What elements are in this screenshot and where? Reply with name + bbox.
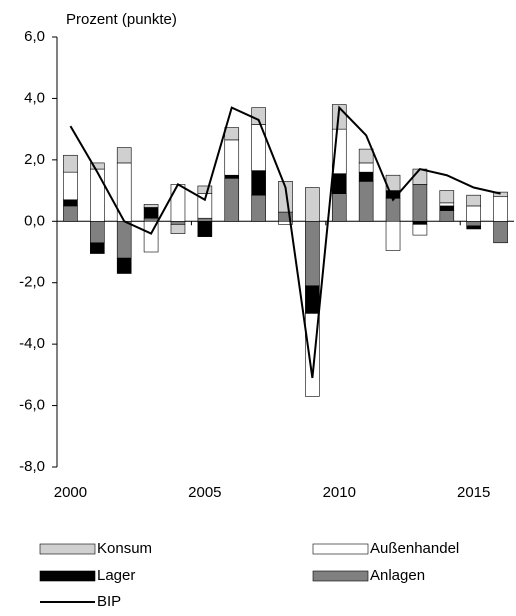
bar-segment	[466, 205, 481, 222]
bar-segment	[358, 171, 374, 182]
bar-segment	[63, 171, 78, 201]
legend-swatch	[39, 570, 96, 582]
bar-segment	[170, 224, 186, 234]
bar-segment	[90, 162, 105, 170]
y-axis-label: Prozent (punkte)	[66, 11, 177, 28]
y-tick-label: 0,0	[24, 212, 45, 229]
y-tick-label: -8,0	[19, 458, 45, 475]
bar-segment	[278, 181, 293, 213]
bar-segment	[331, 173, 347, 194]
bar-segment	[170, 184, 186, 222]
legend-label: Außenhandel	[370, 540, 459, 557]
bar-segment	[197, 185, 213, 194]
bar-segment	[90, 242, 105, 254]
legend-label: Lager	[97, 567, 135, 584]
bar-segment	[412, 184, 428, 222]
bar-segment	[90, 168, 105, 222]
bar-segment	[63, 154, 78, 173]
bar-segment	[412, 224, 428, 236]
bar-segment	[466, 194, 481, 207]
bar-segment	[116, 220, 132, 259]
bar-segment	[439, 190, 455, 204]
y-tick-label: -2,0	[19, 274, 45, 291]
bar-segment	[197, 220, 213, 237]
bar-segment	[197, 217, 213, 222]
bar-segment	[251, 170, 266, 196]
bar-segment	[170, 220, 186, 225]
bar-segment	[331, 193, 347, 222]
bar-segment	[358, 148, 374, 164]
bar-segment	[358, 162, 374, 173]
y-tick-label: 2,0	[24, 151, 45, 168]
bar-segment	[305, 220, 320, 287]
bar-segment	[63, 205, 78, 222]
bar-segment	[412, 168, 428, 185]
legend-swatch	[312, 570, 369, 582]
bar-segment	[224, 174, 240, 179]
x-tick-label: 2000	[54, 484, 87, 501]
bar-segment	[493, 220, 508, 244]
legend-swatch	[312, 543, 369, 555]
bar-segment	[278, 220, 293, 225]
bar-segment	[385, 220, 401, 251]
bar-segment	[63, 199, 78, 207]
legend-label: Anlagen	[370, 567, 425, 584]
bar-segment	[466, 225, 481, 230]
bar-segment	[305, 285, 320, 314]
bar-segment	[90, 220, 105, 244]
x-tick-label: 2010	[323, 484, 356, 501]
bar-segment	[251, 194, 266, 222]
legend-swatch	[39, 543, 96, 555]
legend-label: BIP	[97, 593, 121, 610]
bar-segment	[143, 204, 159, 208]
bar-segment	[224, 177, 240, 222]
bar-segment	[116, 147, 132, 164]
bar-segment	[439, 205, 455, 211]
y-tick-label: -6,0	[19, 397, 45, 414]
x-tick-label: 2005	[188, 484, 221, 501]
bar-segment	[224, 127, 240, 141]
bar-segment	[439, 210, 455, 222]
bar-segment	[116, 257, 132, 274]
bar-segment	[493, 191, 508, 198]
y-tick-label: 4,0	[24, 89, 45, 106]
bar-segment	[385, 197, 401, 222]
y-tick-label: 6,0	[24, 28, 45, 45]
bar-segment	[143, 207, 159, 219]
bar-segment	[358, 181, 374, 222]
bar-segment	[466, 220, 481, 227]
line-series	[69, 105, 501, 379]
bar-segment	[412, 220, 428, 225]
bar-segment	[439, 202, 455, 207]
bar-segment	[305, 187, 320, 222]
bar-segment	[143, 217, 159, 222]
bar-segment	[224, 139, 240, 176]
bar-segment	[493, 196, 508, 222]
y-tick-label: -4,0	[19, 335, 45, 352]
legend-label: Konsum	[97, 540, 152, 557]
x-tick-label: 2015	[457, 484, 490, 501]
